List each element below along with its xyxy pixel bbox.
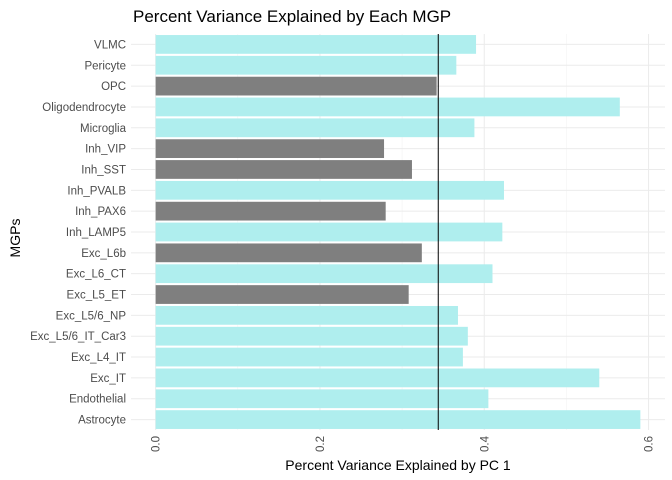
bar-exc-l5-et	[155, 285, 409, 304]
bar-exc-l5-6-np	[155, 305, 458, 325]
x-tick-label: 0.4	[479, 435, 491, 452]
bar-inh-sst	[155, 160, 412, 179]
y-tick-label: Exc_IT	[90, 373, 126, 385]
y-tick-label: Exc_L4_IT	[71, 352, 126, 364]
x-axis-title: Percent Variance Explained by PC 1	[285, 457, 511, 473]
bar-exc-l4-it	[155, 347, 463, 367]
bar-microglia	[155, 118, 475, 138]
bar-exc-it	[155, 368, 600, 388]
y-tick-label: Exc_L5/6_IT_Car3	[30, 331, 126, 343]
y-tick-label: Inh_VIP	[85, 144, 126, 156]
y-axis-title: MGPs	[7, 219, 23, 258]
bar-oligodendrocyte	[155, 97, 620, 117]
y-tick-label: Exc_L6_CT	[66, 269, 126, 281]
bar-exc-l6b	[155, 243, 422, 263]
y-tick-label: Inh_LAMP5	[66, 227, 126, 239]
bar-inh-pax6	[155, 201, 386, 221]
x-tick-label: 0.6	[644, 436, 656, 452]
y-tick-label: Endothelial	[69, 394, 126, 406]
y-tick-label: Exc_L6b	[81, 248, 126, 260]
bar-inh-lamp5	[155, 222, 503, 242]
x-tick-label: 0.2	[315, 436, 327, 452]
y-tick-labels: VLMC Pericyte OPC Oligodendrocyte Microglia I…	[30, 39, 126, 426]
bar-exc-l6-ct	[155, 264, 493, 284]
y-tick-label: Pericyte	[84, 60, 126, 72]
bar-pericyte	[155, 55, 457, 75]
chart-title: Percent Variance Explained by Each MGP	[133, 7, 451, 26]
bar-opc	[155, 76, 437, 96]
y-tick-label: Exc_L5_ET	[67, 290, 126, 302]
y-tick-label: Inh_PVALB	[67, 185, 126, 197]
bar-vlmc	[155, 35, 477, 54]
x-tick-label: 0.0	[151, 436, 163, 452]
bar-inh-pvalb	[155, 180, 504, 200]
bar-exc-l5-6-it-car3	[155, 326, 468, 346]
bar-endothelial	[155, 389, 489, 409]
y-tick-label: Inh_SST	[81, 164, 126, 176]
y-tick-label: Oligodendrocyte	[42, 102, 126, 114]
y-tick-label: OPC	[101, 81, 126, 93]
y-tick-label: VLMC	[94, 39, 126, 51]
y-tick-label: Exc_L5/6_NP	[56, 310, 127, 322]
bar-inh-vip	[155, 139, 385, 159]
y-tick-label: Microglia	[80, 123, 127, 135]
x-tick-labels: 0.0 0.2 0.4 0.6	[151, 435, 656, 452]
bars	[155, 35, 641, 429]
bar-astrocyte	[155, 410, 641, 429]
y-tick-label: Astrocyte	[78, 415, 126, 427]
y-tick-label: Inh_PAX6	[75, 206, 126, 218]
